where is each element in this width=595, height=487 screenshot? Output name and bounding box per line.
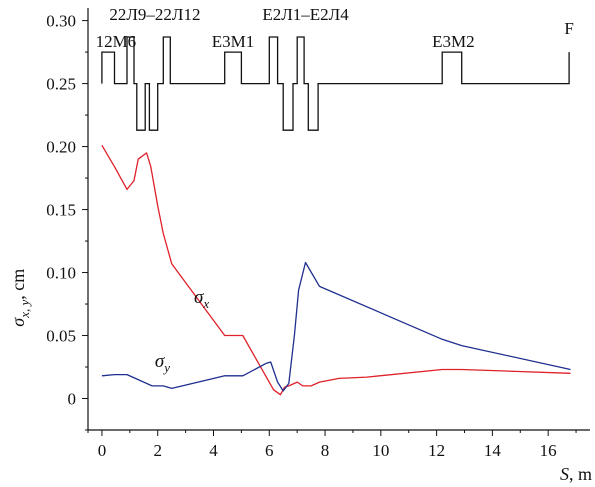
x-tick-label: 12 — [428, 441, 445, 460]
y-axis-title: σx, y, cm — [8, 269, 32, 327]
x-tick-label: 2 — [153, 441, 162, 460]
series-label-sigma-y: σy — [155, 351, 170, 375]
lattice-element-label: E2Л1–E2Л4 — [262, 5, 349, 24]
y-tick-label: 0 — [68, 390, 77, 409]
x-tick-label: 4 — [209, 441, 218, 460]
x-tick-label: 10 — [372, 441, 389, 460]
x-axis-title: S, m — [560, 464, 592, 484]
y-tick-label: 0.10 — [46, 264, 76, 283]
lattice-element-label: 12M6 — [96, 32, 137, 51]
x-tick-label: 16 — [540, 441, 557, 460]
x-tick-label: 8 — [321, 441, 330, 460]
x-tick-label: 14 — [484, 441, 502, 460]
x-tick-label: 0 — [98, 441, 107, 460]
series-line-sigma-x — [101, 144, 571, 396]
lattice-element-label: 22Л9–22Л12 — [109, 5, 200, 24]
y-tick-label: 0.25 — [46, 75, 76, 94]
lattice-element-label: E3M1 — [212, 32, 255, 51]
y-tick-label: 0.30 — [46, 12, 76, 31]
y-tick-label: 0.20 — [46, 138, 76, 157]
series-line-sigma-y — [101, 261, 571, 392]
lattice-element-label: E3M2 — [432, 32, 475, 51]
series-label-sigma-x: σx — [194, 287, 209, 311]
lattice-element-label: F — [564, 19, 573, 38]
axis-ticks: 0 2 4 6 8 10 12 14 16 0 0.05 0.10 0.15 0.20 0.25 0.30 — [46, 12, 577, 460]
x-tick-label: 6 — [265, 441, 274, 460]
lattice-diagram: 12M6 22Л9–22Л12 E3M1 E2Л1–E2Л4 E3M2 F — [96, 5, 574, 131]
lattice-line — [101, 36, 570, 131]
plot-axes — [87, 8, 590, 431]
y-tick-label: 0.05 — [46, 327, 76, 346]
chart-text: σx σy σx, y, cm S, m — [8, 269, 592, 484]
data-series — [101, 144, 571, 396]
y-tick-label: 0.15 — [46, 201, 76, 220]
